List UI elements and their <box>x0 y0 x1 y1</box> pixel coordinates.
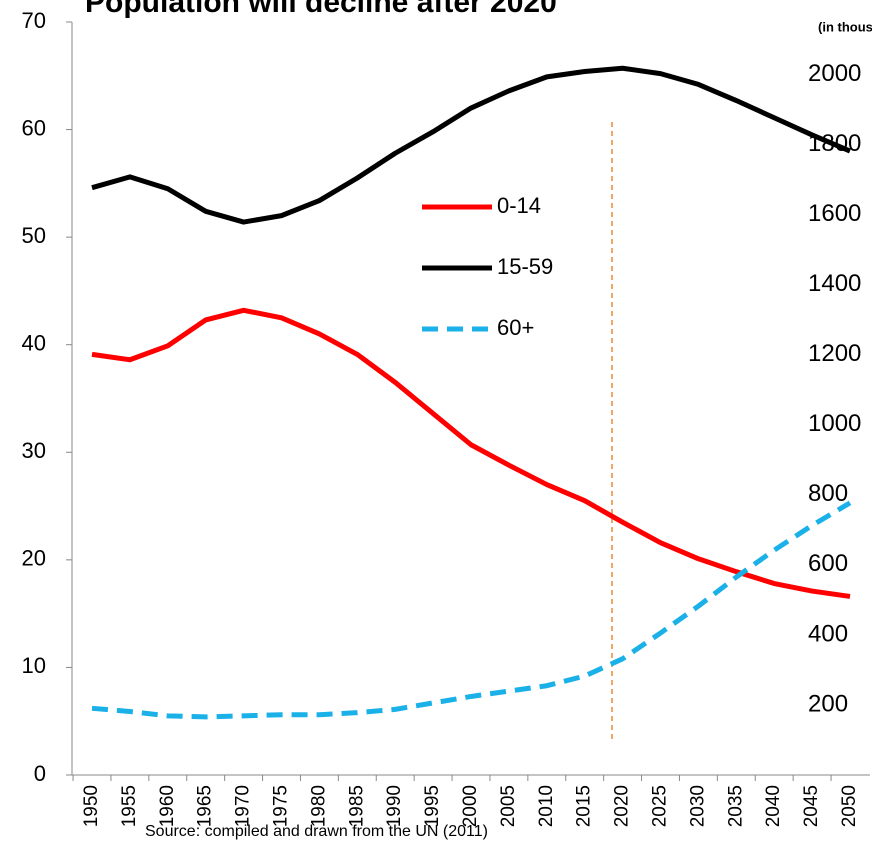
x-tick-label: 2015 <box>574 785 595 827</box>
y2-tick-label: 600 <box>808 550 848 577</box>
y2-tick-label: 800 <box>808 480 848 507</box>
legend-label: 15-59 <box>497 254 553 279</box>
source: Source: compiled and drawn from the UN (… <box>145 823 488 840</box>
y2-tick-label: 1000 <box>808 410 861 437</box>
x-tick-label: 1960 <box>157 785 178 827</box>
series-line <box>91 65 851 225</box>
x-tick-label: 1975 <box>271 785 292 827</box>
y-tick-label: 40 <box>22 331 46 356</box>
y-tick-label: 20 <box>22 546 46 571</box>
x-tick-label: 1955 <box>119 785 140 827</box>
y2-tick-label: 1400 <box>808 270 861 297</box>
y-tick-label: 30 <box>22 438 46 463</box>
x-tick-label: 1965 <box>195 785 216 827</box>
x-tick-label: 1980 <box>308 785 329 827</box>
y-tick-label: 60 <box>22 115 46 140</box>
x-tick-label: 2045 <box>801 785 822 827</box>
x-tick-label: 2020 <box>612 785 633 827</box>
y-tick-label: 50 <box>22 223 46 248</box>
series-line <box>91 500 852 720</box>
x-tick-label: 2030 <box>687 785 708 827</box>
y-tick-label: 10 <box>22 653 46 678</box>
x-tick-label: 1985 <box>346 785 367 827</box>
subtitle: (in thousands) <box>818 19 872 34</box>
legend-label: 0-14 <box>497 193 541 218</box>
legend-label: 60+ <box>497 315 534 340</box>
x-tick-label: 2010 <box>536 785 557 827</box>
x-tick-label: 2025 <box>650 785 671 827</box>
y2-tick-label: 2000 <box>808 60 861 87</box>
x-tick-label: 2050 <box>839 785 860 827</box>
y2-tick-label: 1600 <box>808 200 861 227</box>
y2-tick-label: 400 <box>808 620 848 647</box>
series-line <box>91 307 851 599</box>
x-tick-label: 2005 <box>498 785 519 827</box>
x-tick-label: 2040 <box>763 785 784 827</box>
chart-title: Population will decline after 2020 <box>85 0 557 19</box>
y-tick-label: 70 <box>22 8 46 33</box>
x-tick-label: 1970 <box>233 785 254 827</box>
x-tick-label: 2000 <box>460 785 481 827</box>
x-tick-label: 1950 <box>81 785 102 827</box>
x-tick-label: 1995 <box>422 785 443 827</box>
y2-tick-label: 1200 <box>808 340 861 367</box>
y2-tick-label: 200 <box>808 690 848 717</box>
y-tick-label: 0 <box>34 761 46 786</box>
x-tick-label: 2035 <box>725 785 746 827</box>
x-tick-label: 1990 <box>384 785 405 827</box>
